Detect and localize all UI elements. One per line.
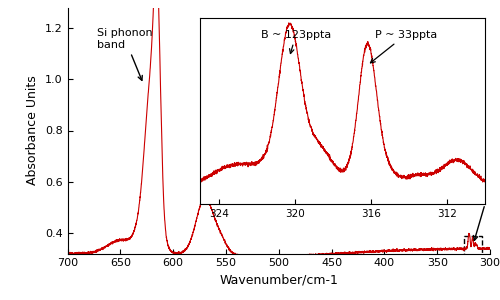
- X-axis label: Wavenumber/cm-1: Wavenumber/cm-1: [220, 274, 338, 287]
- Text: P ~ 33ppta: P ~ 33ppta: [370, 30, 437, 63]
- Bar: [464, 236, 481, 255]
- Text: B ~ 123ppta: B ~ 123ppta: [261, 30, 331, 53]
- Text: Si phonon
band: Si phonon band: [97, 28, 152, 80]
- Y-axis label: Absorbance Units: Absorbance Units: [26, 76, 40, 185]
